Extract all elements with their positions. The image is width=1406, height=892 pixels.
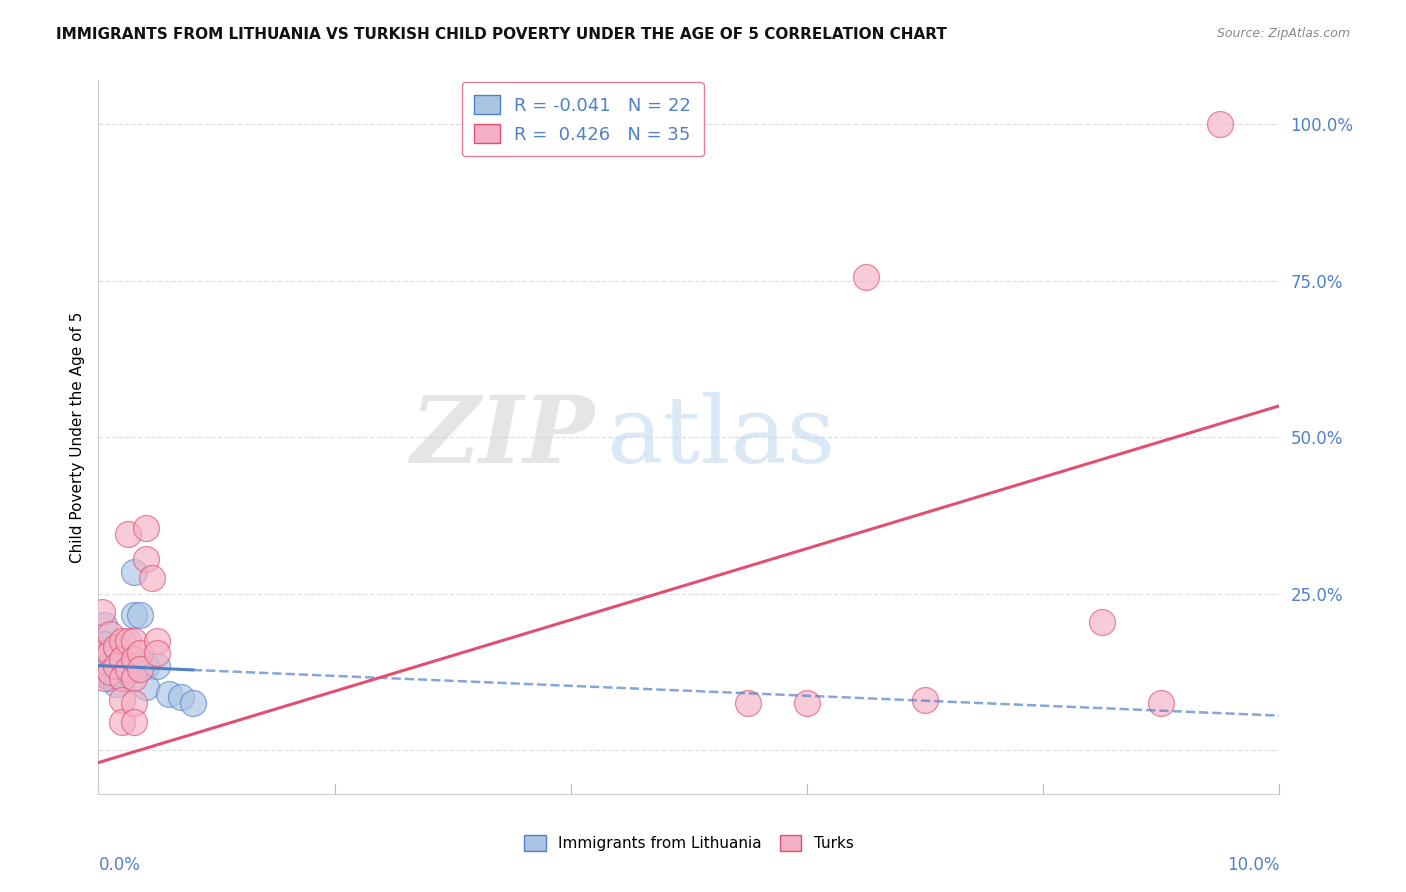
Point	[117, 665, 139, 679]
Point	[117, 662, 139, 676]
Point	[105, 640, 128, 654]
Point	[1209, 117, 1232, 131]
Point	[93, 637, 115, 651]
Point	[128, 608, 150, 623]
Point	[111, 658, 134, 673]
Point	[146, 633, 169, 648]
Point	[93, 618, 115, 632]
Point	[122, 671, 145, 685]
Point	[117, 633, 139, 648]
Point	[105, 677, 128, 691]
Point	[98, 627, 121, 641]
Point	[855, 270, 877, 285]
Point	[98, 665, 121, 679]
Point	[93, 646, 115, 660]
Point	[157, 687, 180, 701]
Point	[111, 671, 134, 685]
Point	[122, 696, 145, 710]
Point	[146, 658, 169, 673]
Text: 10.0%: 10.0%	[1227, 856, 1279, 874]
Point	[1091, 615, 1114, 629]
Point	[111, 652, 134, 666]
Point	[105, 658, 128, 673]
Point	[181, 696, 204, 710]
Point	[1150, 696, 1173, 710]
Point	[93, 671, 115, 685]
Text: IMMIGRANTS FROM LITHUANIA VS TURKISH CHILD POVERTY UNDER THE AGE OF 5 CORRELATIO: IMMIGRANTS FROM LITHUANIA VS TURKISH CHI…	[56, 27, 948, 42]
Point	[122, 652, 145, 666]
Point	[914, 693, 936, 707]
Point	[105, 652, 128, 666]
Text: ZIP: ZIP	[411, 392, 595, 482]
Point	[122, 565, 145, 579]
Text: 0.0%: 0.0%	[98, 856, 141, 874]
Point	[91, 605, 114, 619]
Point	[117, 527, 139, 541]
Point	[98, 671, 121, 685]
Point	[111, 714, 134, 729]
Text: Source: ZipAtlas.com: Source: ZipAtlas.com	[1216, 27, 1350, 40]
Point	[111, 633, 134, 648]
Point	[135, 521, 157, 535]
Point	[128, 646, 150, 660]
Point	[93, 668, 115, 682]
Point	[170, 690, 193, 704]
Point	[105, 665, 128, 679]
Point	[135, 681, 157, 695]
Y-axis label: Child Poverty Under the Age of 5: Child Poverty Under the Age of 5	[69, 311, 84, 563]
Point	[93, 649, 115, 664]
Point	[98, 646, 121, 660]
Point	[128, 662, 150, 676]
Point	[122, 633, 145, 648]
Point	[111, 693, 134, 707]
Point	[141, 571, 163, 585]
Point	[135, 552, 157, 566]
Point	[737, 696, 759, 710]
Point	[98, 646, 121, 660]
Point	[111, 671, 134, 685]
Point	[796, 696, 818, 710]
Point	[98, 658, 121, 673]
Point	[135, 658, 157, 673]
Legend: Immigrants from Lithuania, Turks: Immigrants from Lithuania, Turks	[519, 829, 859, 857]
Point	[122, 714, 145, 729]
Point	[146, 646, 169, 660]
Point	[122, 608, 145, 623]
Text: atlas: atlas	[606, 392, 835, 482]
